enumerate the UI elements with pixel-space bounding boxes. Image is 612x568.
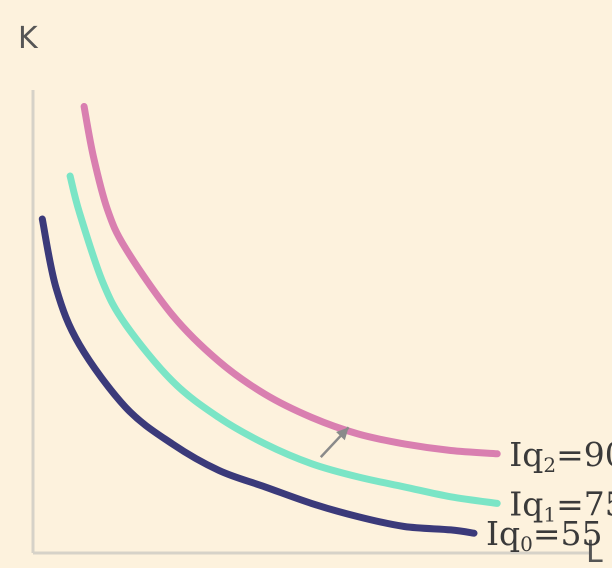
isoquant-label-2: Iq2=90 (509, 435, 612, 477)
isoquant-curve-2 (80, 103, 501, 458)
isoquant-label-0: Iq0=55 (486, 514, 603, 556)
isoquant-curve-1 (66, 172, 501, 507)
y-axis-label: K (18, 21, 39, 56)
isoquant-label-1: Iq1=75 (509, 484, 612, 526)
x-axis-label: L (586, 535, 603, 568)
isoquant-curves (38, 103, 501, 537)
shift-arrow-head (336, 427, 349, 441)
shift-arrow (319, 426, 350, 458)
isoquant-curve-0 (38, 215, 478, 537)
